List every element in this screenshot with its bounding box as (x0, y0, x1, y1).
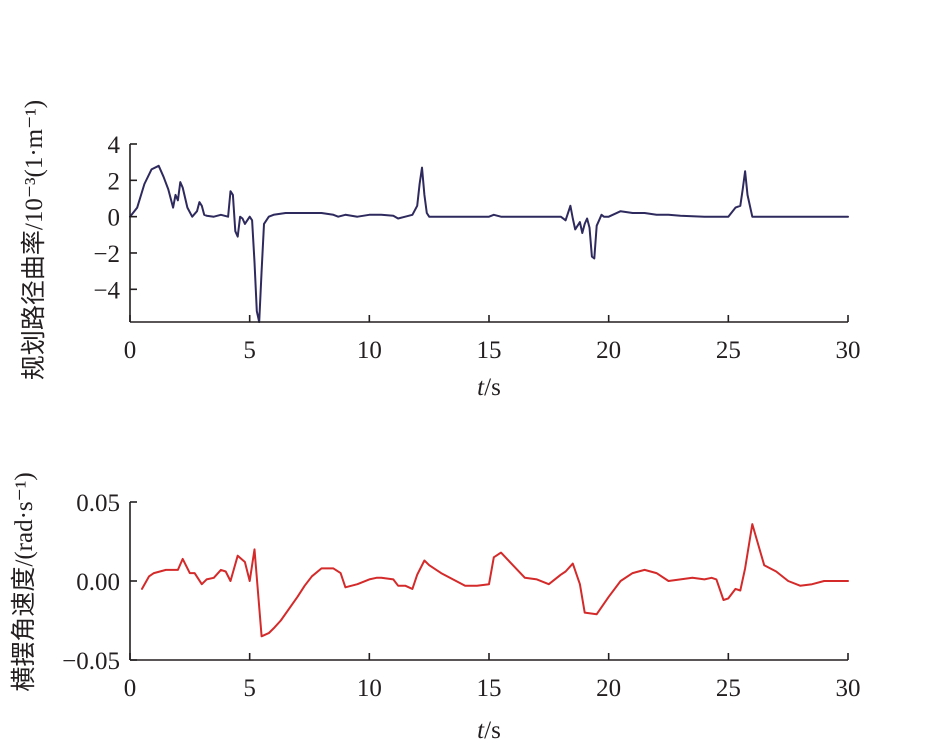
top-x-tick-label: 30 (836, 337, 861, 364)
curvature-chart: 0 5 10 15 20 25 30 420−2−4 t/s 规划路径曲率/10⁻³(1·m… (20, 100, 861, 401)
top-y-axis: 4 2 0 −2 −4 (93, 132, 137, 322)
top-x-tick-label: 15 (477, 337, 502, 364)
top-x-var: t (477, 374, 485, 401)
bottom-x-var: t (477, 717, 485, 744)
yaw-rate-chart: 0 5 10 15 20 25 30 0.05 0.00 −0.05 t/s 横摆角速度/(ra… (10, 472, 861, 744)
bottom-x-tick-label: 20 (596, 675, 621, 702)
bottom-x-tick-label: 25 (716, 675, 741, 702)
top-x-axis: 0 5 10 15 20 25 30 (124, 315, 861, 364)
top-y-tick-label: 4 (108, 132, 121, 159)
bottom-x-axis: 0 5 10 15 20 25 30 (124, 653, 861, 702)
bottom-y-tick-label: −0.05 (62, 648, 120, 675)
bottom-series-line (141, 523, 849, 638)
bottom-x-unit: /s (484, 717, 501, 744)
top-x-tick-label: 20 (596, 337, 621, 364)
bottom-x-tick-label: 0 (124, 675, 137, 702)
top-x-axis-title: t/s (477, 374, 501, 401)
top-y-tick-label: 0 (108, 205, 121, 232)
top-y-tick-label: −2 (93, 241, 120, 268)
top-y-axis-title: 规划路径曲率/10⁻³(1·m⁻¹) (20, 100, 48, 380)
bottom-y-tick-label: 0.00 (76, 569, 120, 596)
top-y-tick-label: −4 (93, 277, 120, 304)
top-x-tick-label: 0 (124, 337, 137, 364)
bottom-x-tick-label: 30 (836, 675, 861, 702)
bottom-x-axis-title: t/s (477, 717, 501, 744)
top-x-tick-label: 25 (716, 337, 741, 364)
bottom-y-axis: 0.05 0.00 −0.05 (62, 490, 137, 675)
bottom-x-tick-label: 15 (477, 675, 502, 702)
top-x-tick-label: 10 (357, 337, 382, 364)
bottom-x-tick-label: 10 (357, 675, 382, 702)
bottom-y-tick-label: 0.05 (76, 490, 120, 517)
top-y-tick-label: 2 (108, 168, 121, 195)
bottom-y-axis-title: 横摆角速度/(rad·s⁻¹) (10, 472, 38, 691)
bottom-x-tick-label: 5 (243, 675, 256, 702)
top-x-tick-label: 5 (243, 337, 256, 364)
top-series-line (129, 164, 849, 323)
bottom-plot-layer (141, 523, 849, 638)
top-x-unit: /s (484, 374, 501, 401)
top-plot-layer (129, 164, 849, 323)
